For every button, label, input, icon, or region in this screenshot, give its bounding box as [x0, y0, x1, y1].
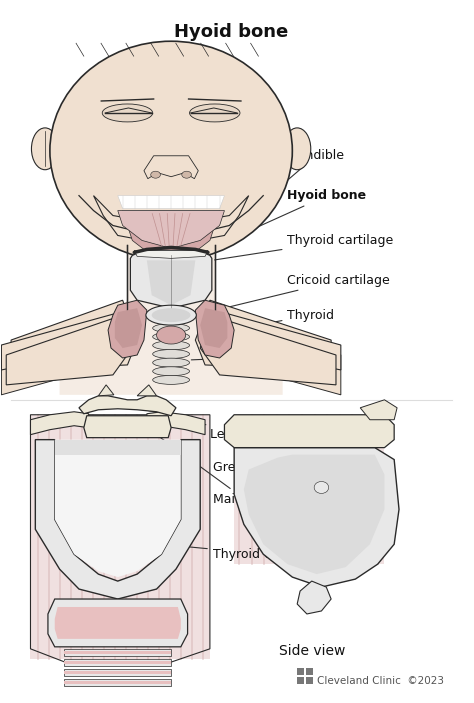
Bar [306, 677, 313, 684]
Text: Hyoid bone: Hyoid bone [210, 189, 366, 248]
Bar [297, 677, 304, 684]
Polygon shape [108, 300, 147, 358]
Polygon shape [137, 385, 156, 396]
Ellipse shape [153, 349, 190, 359]
Text: Mandible: Mandible [251, 149, 345, 212]
Text: Greater horn: Greater horn [213, 430, 293, 474]
Polygon shape [144, 156, 198, 179]
Polygon shape [55, 439, 181, 455]
Polygon shape [55, 439, 181, 577]
Text: Hyoid bone: Hyoid bone [174, 23, 288, 41]
Ellipse shape [153, 358, 190, 367]
Ellipse shape [156, 326, 186, 344]
Polygon shape [6, 315, 132, 385]
Polygon shape [195, 300, 234, 358]
Ellipse shape [153, 341, 190, 350]
Ellipse shape [182, 172, 191, 178]
Ellipse shape [314, 482, 328, 494]
Polygon shape [118, 211, 225, 248]
Ellipse shape [153, 367, 190, 375]
Polygon shape [115, 308, 142, 348]
Text: Thyroid: Thyroid [234, 309, 335, 330]
Bar [297, 668, 304, 675]
Ellipse shape [146, 305, 196, 325]
Polygon shape [64, 661, 171, 664]
Polygon shape [64, 669, 171, 676]
Polygon shape [134, 250, 208, 259]
Polygon shape [64, 659, 171, 666]
Polygon shape [200, 308, 228, 348]
Polygon shape [118, 195, 225, 209]
Ellipse shape [283, 128, 311, 169]
Text: Lesser horn: Lesser horn [140, 408, 283, 441]
Polygon shape [215, 310, 341, 370]
Polygon shape [215, 310, 341, 395]
Polygon shape [1, 310, 128, 370]
Text: Trachea: Trachea [191, 349, 337, 361]
Ellipse shape [190, 104, 240, 122]
Ellipse shape [102, 104, 153, 122]
Text: Thyroid cartilage: Thyroid cartilage [111, 539, 319, 561]
Polygon shape [297, 581, 331, 614]
Text: Cricoid cartilage: Cricoid cartilage [198, 273, 390, 314]
Ellipse shape [153, 323, 190, 333]
Polygon shape [30, 415, 210, 659]
Polygon shape [244, 455, 384, 574]
Text: Thyroid cartilage: Thyroid cartilage [215, 234, 394, 260]
Polygon shape [99, 385, 114, 396]
Polygon shape [48, 599, 188, 647]
Polygon shape [128, 231, 215, 320]
Polygon shape [36, 439, 200, 599]
Polygon shape [93, 195, 249, 245]
Polygon shape [79, 396, 176, 415]
Polygon shape [200, 315, 336, 385]
Polygon shape [60, 231, 283, 395]
Text: Cleveland Clinic  ©2023: Cleveland Clinic ©2023 [317, 676, 444, 685]
Polygon shape [64, 649, 171, 656]
Ellipse shape [153, 375, 190, 385]
Polygon shape [64, 678, 171, 685]
Polygon shape [55, 607, 181, 639]
Polygon shape [64, 651, 171, 654]
Text: Side view: Side view [279, 644, 345, 658]
Polygon shape [1, 310, 128, 395]
Polygon shape [234, 415, 384, 564]
Polygon shape [360, 400, 397, 420]
Text: Main body: Main body [149, 430, 278, 506]
Ellipse shape [153, 333, 190, 341]
Polygon shape [225, 415, 394, 448]
Ellipse shape [151, 172, 160, 178]
Ellipse shape [50, 41, 292, 260]
Polygon shape [234, 448, 399, 587]
Polygon shape [123, 211, 219, 223]
Polygon shape [195, 300, 331, 370]
Polygon shape [64, 671, 171, 673]
Polygon shape [147, 412, 205, 434]
Polygon shape [123, 211, 219, 259]
Ellipse shape [31, 128, 59, 169]
Polygon shape [147, 260, 195, 305]
Bar [306, 668, 313, 675]
Polygon shape [130, 250, 212, 308]
Ellipse shape [152, 308, 191, 322]
Polygon shape [84, 415, 171, 438]
Polygon shape [11, 300, 137, 370]
Polygon shape [64, 681, 171, 684]
Polygon shape [30, 412, 89, 434]
